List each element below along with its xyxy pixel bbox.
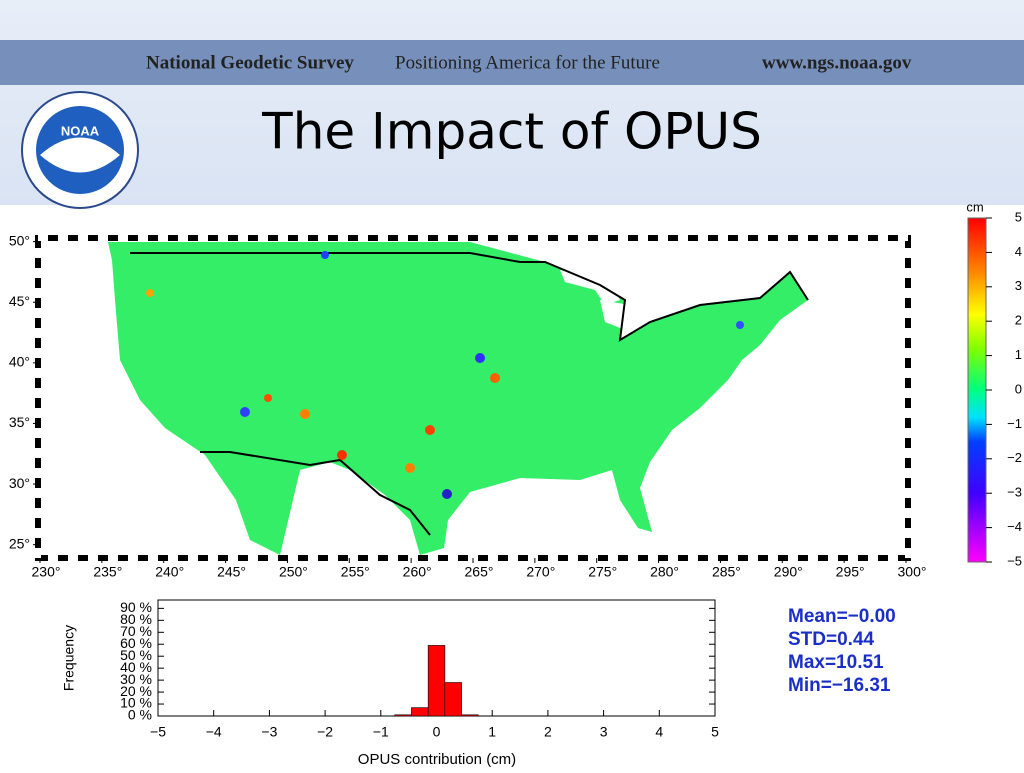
y-tick-label: 90 %: [120, 599, 152, 615]
x-tick-label: 240°: [155, 564, 184, 580]
x-tick-label: 0: [433, 724, 441, 740]
bar: [444, 682, 462, 717]
x-tick-label: −3: [261, 724, 277, 740]
y-axis-label: Frequency: [61, 625, 77, 691]
y-tick-label: 0 %: [128, 707, 152, 723]
x-tick-label: 255°: [341, 564, 370, 580]
x-tick-label: −5: [150, 724, 166, 740]
colorbar-tick-label: −1: [1007, 416, 1022, 431]
x-tick-label: 235°: [93, 564, 122, 580]
bar: [394, 714, 412, 717]
x-tick-label: 4: [655, 724, 663, 740]
slogan: Positioning America for the Future: [395, 52, 660, 73]
logo-text: NOAA: [61, 123, 100, 138]
stat: Min=−16.31: [788, 675, 891, 696]
stat: Mean=−0.00: [788, 606, 896, 627]
banner-sheen: [0, 40, 1024, 85]
x-tick-label: 5: [711, 724, 719, 740]
colorbar-tick-label: −2: [1007, 450, 1022, 465]
y-tick-label: 10 %: [120, 695, 152, 711]
y-tick-label: 50 %: [120, 647, 152, 663]
org-name: National Geodetic Survey: [146, 52, 354, 73]
y-tick-label: 50°: [9, 232, 30, 248]
x-tick-label: 265°: [465, 564, 494, 580]
x-tick-label: 270°: [526, 564, 555, 580]
y-tick-label: 70 %: [120, 623, 152, 639]
x-tick-label: 230°: [32, 564, 61, 580]
bar: [461, 714, 479, 717]
y-tick-label: 45°: [9, 293, 30, 309]
colorbar-unit: cm: [966, 199, 983, 214]
colorbar-tick-label: 5: [1015, 209, 1022, 224]
stat: STD=0.44: [788, 629, 875, 650]
anomalies: [146, 251, 744, 499]
x-tick-label: −2: [317, 724, 333, 740]
y-tick-label: 35°: [9, 414, 30, 430]
colorbar-tick-label: 2: [1015, 313, 1022, 328]
land: [108, 242, 808, 555]
borders: [130, 252, 809, 536]
y-tick-label: 20 %: [120, 683, 152, 699]
y-tick-label: 60 %: [120, 635, 152, 651]
logo-bird: [40, 137, 120, 173]
url: www.ngs.noaa.gov: [762, 52, 912, 73]
x-tick-label: 300°: [898, 564, 927, 580]
y-tick-label: 30°: [9, 475, 30, 491]
colorbar-tick-label: 3: [1015, 278, 1022, 293]
great-lakes: [560, 270, 630, 330]
x-tick-label: 2: [544, 724, 552, 740]
y-tick-label: 40°: [9, 354, 30, 370]
x-tick-label: 280°: [650, 564, 679, 580]
x-tick-label: −4: [206, 724, 222, 740]
bar: [427, 645, 446, 717]
colorbar-tick-label: −3: [1007, 485, 1022, 500]
x-tick-label: 245°: [217, 564, 246, 580]
banner: [0, 40, 1024, 85]
x-tick-label: 260°: [403, 564, 432, 580]
colorbar-tick-label: 4: [1015, 244, 1022, 259]
stat: Max=10.51: [788, 652, 884, 673]
colorbar-tick-label: 0: [1015, 381, 1022, 396]
colorbar-tick-label: −5: [1007, 553, 1022, 568]
x-tick-label: −1: [373, 724, 389, 740]
x-axis-label: OPUS contribution (cm): [358, 751, 516, 768]
colorbar-tick-label: −4: [1007, 519, 1022, 534]
slide-title: The Impact of OPUS: [261, 103, 762, 161]
x-tick-label: 275°: [588, 564, 617, 580]
x-tick-label: 285°: [712, 564, 741, 580]
y-tick-label: 30 %: [120, 671, 152, 687]
y-tick-label: 40 %: [120, 659, 152, 675]
x-tick-label: 250°: [279, 564, 308, 580]
x-tick-label: 3: [600, 724, 608, 740]
header-bg: [0, 0, 1024, 205]
bar: [411, 707, 429, 717]
colorbar-tick-label: 1: [1015, 347, 1022, 362]
y-tick-label: 80 %: [120, 611, 152, 627]
colorbar: [967, 217, 987, 563]
x-tick-label: 290°: [774, 564, 803, 580]
y-tick-label: 25°: [9, 535, 30, 551]
x-tick-label: 295°: [836, 564, 865, 580]
x-tick-label: 1: [488, 724, 496, 740]
